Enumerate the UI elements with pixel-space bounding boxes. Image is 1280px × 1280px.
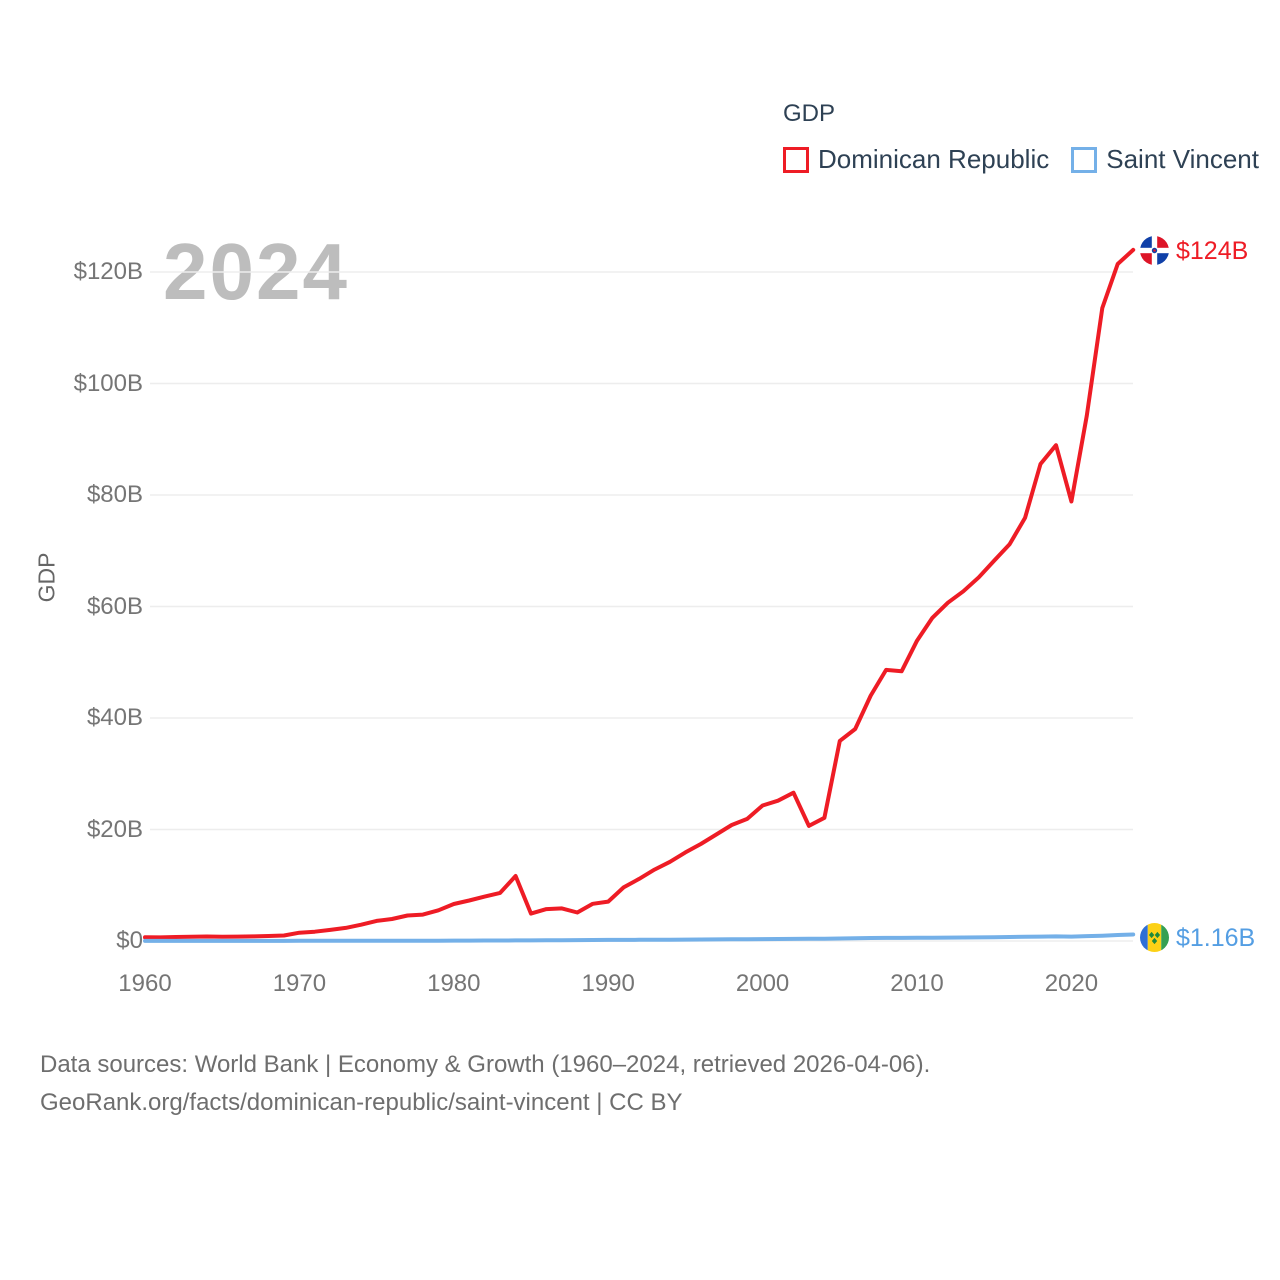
legend: GDP Dominican Republic Saint Vincent [783, 100, 1259, 175]
x-tick-label: 1960 [118, 970, 172, 997]
legend-item-saint-vincent[interactable]: Saint Vincent [1071, 144, 1259, 175]
legend-title: GDP [783, 100, 836, 127]
legend-label-dominican-republic: Dominican Republic [818, 144, 1050, 174]
legend-label-saint-vincent: Saint Vincent [1106, 144, 1259, 174]
end-value-saint-vincent: $1.16B [1176, 923, 1256, 952]
end-label-dominican-republic: $124B [1140, 236, 1248, 265]
end-value-dominican-republic: $124B [1176, 236, 1249, 265]
x-tick-label: 1980 [427, 970, 481, 997]
x-tick-label: 1990 [581, 970, 635, 997]
legend-swatch-dominican-republic [783, 146, 809, 173]
y-tick-label: $0 [116, 927, 143, 954]
series-line-dominican-republic[interactable] [143, 247, 1136, 940]
footer-link[interactable]: GeoRank.org/facts/dominican-republic/sai… [40, 1089, 683, 1116]
series-line-saint-vincent[interactable] [143, 932, 1136, 943]
x-tick-label: 2010 [890, 970, 944, 997]
y-tick-label: $20B [86, 815, 143, 843]
y-tick-label: $40B [86, 704, 143, 731]
legend-item-dominican-republic[interactable]: Dominican Republic [783, 144, 1049, 175]
legend-swatch-saint-vincent [1071, 146, 1098, 173]
footer: Data sources: World Bank | Economy & Gro… [40, 1046, 930, 1122]
x-tick-label: 2000 [735, 970, 790, 997]
x-tick-label: 1970 [272, 970, 327, 997]
x-tick-label: 2020 [1044, 970, 1099, 997]
dominican-republic-flag-icon [1140, 236, 1169, 265]
footer-sources: Data sources: World Bank | Economy & Gro… [40, 1051, 931, 1078]
y-tick-label: $100B [73, 369, 143, 397]
y-tick-label: $60B [86, 592, 143, 620]
end-label-saint-vincent: $1.16B [1140, 923, 1255, 952]
legend-row: Dominican Republic Saint Vincent [783, 144, 1259, 175]
y-tick-label: $80B [86, 481, 143, 508]
y-tick-label: $120B [73, 258, 143, 285]
saint-vincent-flag-icon [1140, 923, 1169, 952]
